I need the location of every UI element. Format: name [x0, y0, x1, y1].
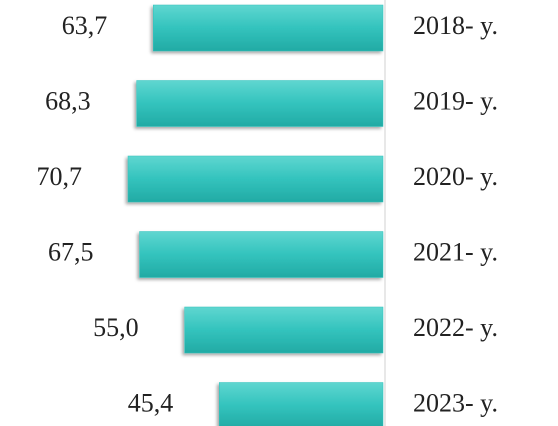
bar — [184, 306, 384, 354]
bar — [136, 80, 384, 127]
category-label: 2023- y. — [413, 388, 498, 417]
value-label: 67,5 — [48, 237, 94, 266]
bar — [152, 4, 384, 52]
category-label: 2018- y. — [413, 11, 498, 40]
value-label: 68,3 — [45, 86, 91, 115]
category-label: 2021- y. — [413, 237, 498, 266]
value-label: 63,7 — [62, 11, 108, 40]
category-label: 2019- y. — [413, 86, 498, 115]
category-label: 2020- y. — [413, 162, 498, 191]
bar — [139, 231, 384, 278]
bar — [219, 382, 384, 426]
value-label: 45,4 — [128, 388, 174, 417]
value-label: 70,7 — [37, 162, 83, 191]
category-label: 2022- y. — [413, 313, 498, 342]
bar — [127, 155, 384, 203]
value-label: 55,0 — [93, 313, 139, 342]
